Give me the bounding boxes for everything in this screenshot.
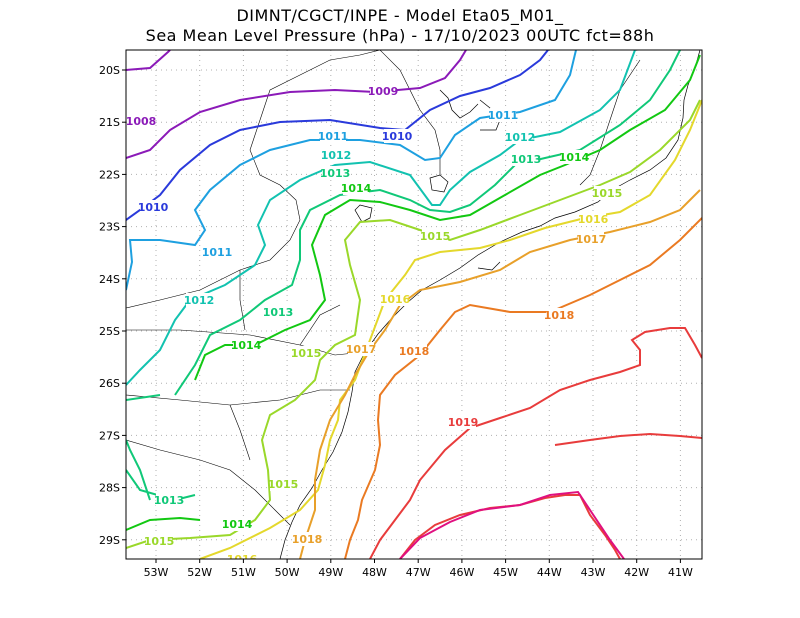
contour-label: 1013 [263, 306, 294, 319]
lon-tick-label: 51W [231, 566, 256, 579]
isobar-1019b [554, 432, 702, 446]
lat-tick-label: 28S [99, 482, 120, 495]
lon-tick-label: 50W [275, 566, 300, 579]
contour-label: 1014 [559, 151, 590, 164]
contour-label: 1010 [382, 130, 413, 143]
map-frame [125, 49, 703, 560]
chart-subtitle: Sea Mean Level Pressure (hPa) - 17/10/20… [145, 26, 655, 45]
contour-label: 1008 [126, 115, 157, 128]
contour-label: 1015 [592, 187, 623, 200]
contour-label: 1009 [368, 85, 399, 98]
lon-tick-label: 43W [581, 566, 606, 579]
contour-label: 1016 [380, 293, 411, 306]
isobar-1013 [126, 50, 681, 502]
latitude-axis: 20S 21S 22S 23S 24S 25S 26S 27S 28S 29S [99, 64, 126, 547]
isobar-1020b [399, 490, 625, 559]
contour-label: 1015 [291, 347, 322, 360]
contour-label: 1019 [448, 416, 479, 429]
lon-tick-label: 47W [406, 566, 431, 579]
lat-tick-label: 21S [99, 116, 120, 129]
contour-label: 1010 [138, 201, 169, 214]
contour-label: 1014 [341, 182, 372, 195]
lon-tick-label: 45W [493, 566, 518, 579]
lat-tick-label: 22S [99, 168, 120, 181]
isobar-1015 [126, 99, 701, 549]
contour-label: 1012 [321, 149, 352, 162]
lon-tick-label: 48W [362, 566, 387, 579]
contour-label: 1011 [202, 246, 233, 259]
lat-tick-label: 26S [99, 377, 120, 390]
isobar-1018 [344, 217, 702, 559]
state-borders [126, 50, 641, 526]
contour-label: 1016 [578, 213, 609, 226]
contour-labels: 1008 1009 1010 1010 1011 1011 1011 1012 … [126, 84, 623, 566]
contour-label: 1013 [320, 167, 351, 180]
contour-label: 1011 [488, 109, 519, 122]
contour-label: 1012 [184, 294, 215, 307]
contour-label: 1013 [154, 494, 185, 507]
contour-label: 1013 [511, 153, 542, 166]
contour-label: 1014 [222, 518, 253, 531]
isobar-1010 [126, 50, 549, 221]
lon-tick-label: 41W [668, 566, 693, 579]
coastline [279, 50, 701, 559]
lat-tick-label: 27S [99, 429, 120, 442]
isobar-1014 [126, 54, 701, 531]
lon-tick-label: 46W [449, 566, 474, 579]
contour-label: 1016 [227, 553, 258, 566]
isobar-1008 [126, 50, 171, 71]
contour-label: 1017 [346, 343, 377, 356]
isobar-1011 [126, 50, 577, 291]
isobar-1019 [369, 327, 702, 559]
longitude-axis: 53W 52W 51W 50W 49W 48W 47W 46W 45W 44W 43W 42W 41W [144, 559, 693, 579]
lon-tick-label: 53W [144, 566, 169, 579]
lon-tick-label: 52W [187, 566, 212, 579]
lon-tick-label: 42W [624, 566, 649, 579]
lat-tick-label: 25S [99, 325, 120, 338]
lat-tick-label: 29S [99, 534, 120, 547]
contour-label: 1017 [576, 233, 607, 246]
contour-label: 1018 [292, 533, 323, 546]
isobar-1008 [126, 50, 467, 159]
contour-label: 1015 [144, 535, 175, 548]
isobar-1020 [399, 494, 621, 559]
lat-tick-label: 24S [99, 273, 120, 286]
contour-label: 1015 [420, 230, 451, 243]
contour-label: 1018 [544, 309, 575, 322]
lon-tick-label: 49W [318, 566, 343, 579]
contour-label: 1018 [399, 345, 430, 358]
contour-label: 1012 [505, 131, 536, 144]
contour-label: 1014 [231, 339, 262, 352]
contour-label: 1011 [318, 130, 349, 143]
lon-tick-label: 44W [537, 566, 562, 579]
isobar-1017 [299, 189, 701, 559]
contour-label: 1015 [268, 478, 299, 491]
chart-title: DIMNT/CGCT/INPE - Model Eta05_M01_ [236, 6, 564, 25]
lat-tick-label: 20S [99, 64, 120, 77]
lat-tick-label: 23S [99, 221, 120, 234]
